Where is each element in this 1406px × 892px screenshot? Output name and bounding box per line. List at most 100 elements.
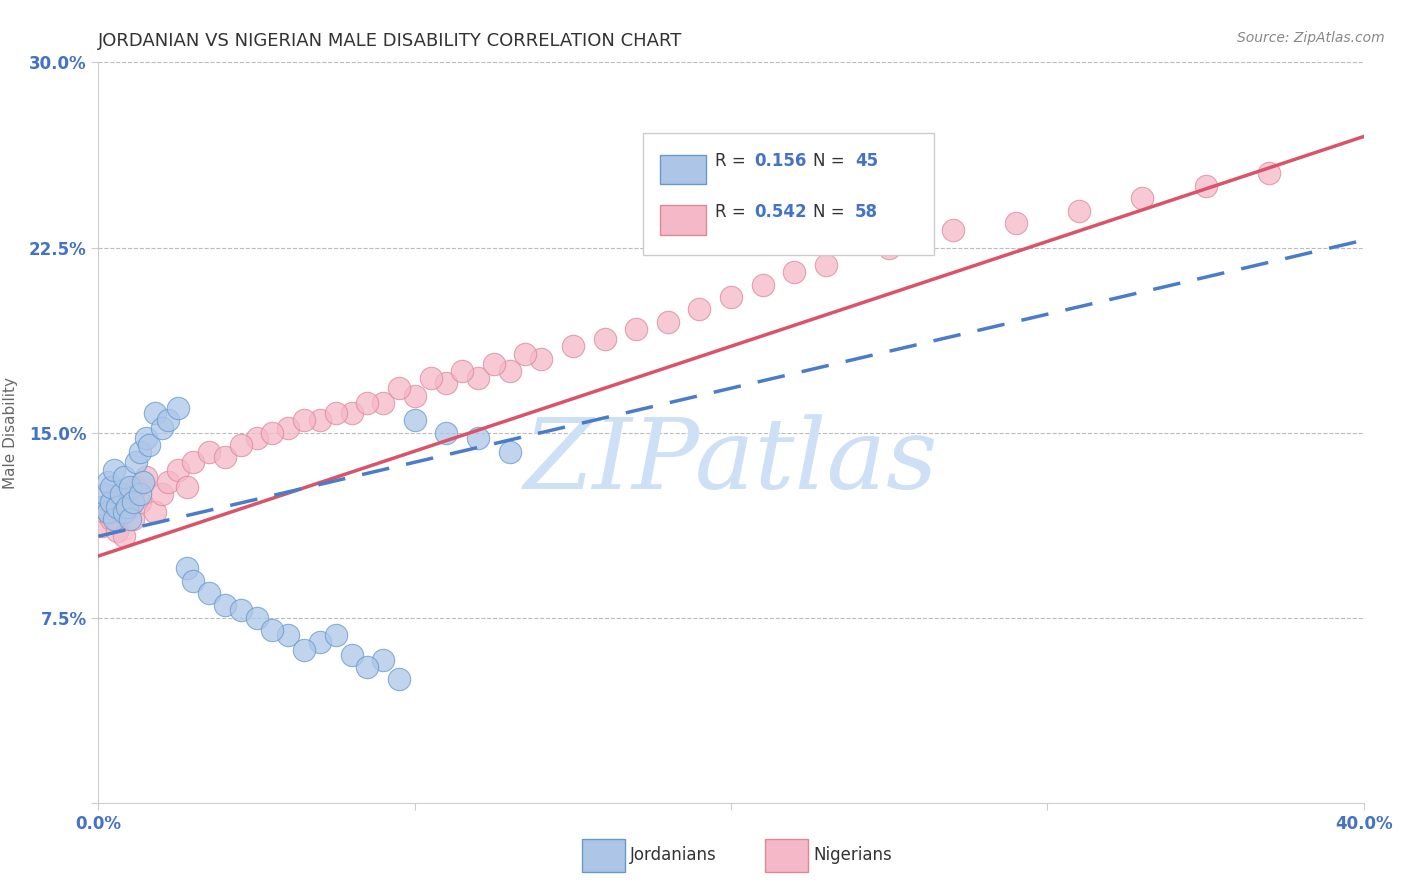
Point xyxy=(128,494,150,508)
Point xyxy=(112,529,135,543)
Text: Source: ZipAtlas.com: Source: ZipAtlas.com xyxy=(1237,31,1385,45)
Point xyxy=(229,603,252,617)
Point xyxy=(657,314,679,328)
Point xyxy=(436,376,458,391)
Y-axis label: Male Disability: Male Disability xyxy=(3,376,18,489)
Point xyxy=(482,357,505,371)
Point xyxy=(145,406,166,420)
Point xyxy=(877,240,900,255)
Point xyxy=(100,480,122,494)
Point xyxy=(214,450,236,465)
Point xyxy=(229,438,252,452)
Text: JORDANIAN VS NIGERIAN MALE DISABILITY CORRELATION CHART: JORDANIAN VS NIGERIAN MALE DISABILITY CO… xyxy=(98,32,683,50)
Point xyxy=(262,425,284,440)
Point xyxy=(128,445,150,459)
Point xyxy=(125,480,148,494)
Point xyxy=(309,413,332,427)
Point xyxy=(325,406,347,420)
Point xyxy=(198,586,221,600)
Point xyxy=(277,628,299,642)
Point xyxy=(1257,166,1279,180)
Point xyxy=(371,653,394,667)
Point xyxy=(107,524,129,539)
Point xyxy=(467,371,489,385)
Point xyxy=(246,610,269,624)
Point xyxy=(115,487,138,501)
Point xyxy=(688,302,710,317)
Point xyxy=(132,475,155,489)
Point xyxy=(1194,178,1216,193)
Point xyxy=(388,381,411,395)
Point xyxy=(97,500,120,514)
Point xyxy=(292,642,315,657)
Point xyxy=(122,512,145,526)
Point xyxy=(110,505,132,519)
Point xyxy=(783,265,806,279)
Point xyxy=(515,346,537,360)
Point xyxy=(1130,191,1153,205)
Point xyxy=(624,322,647,336)
Point xyxy=(262,623,284,637)
Point xyxy=(309,635,332,649)
Point xyxy=(120,500,141,514)
Point xyxy=(325,628,347,642)
Point xyxy=(100,494,122,508)
FancyBboxPatch shape xyxy=(661,205,706,235)
Text: N =: N = xyxy=(813,153,851,170)
Text: Jordanians: Jordanians xyxy=(630,847,717,864)
Point xyxy=(120,480,141,494)
Point xyxy=(100,512,122,526)
Point xyxy=(467,431,489,445)
Point xyxy=(419,371,441,385)
Point xyxy=(183,574,205,588)
Point xyxy=(340,648,363,662)
Point xyxy=(90,500,112,514)
Point xyxy=(166,462,188,476)
Point xyxy=(122,494,145,508)
Point xyxy=(176,561,198,575)
Point xyxy=(214,599,236,613)
Point xyxy=(436,425,458,440)
Point xyxy=(198,445,221,459)
Point xyxy=(135,431,157,445)
Point xyxy=(356,660,378,674)
Text: ZIPatlas: ZIPatlas xyxy=(524,415,938,510)
Point xyxy=(145,505,166,519)
Point xyxy=(356,396,378,410)
Text: N =: N = xyxy=(813,202,851,220)
Point xyxy=(110,487,132,501)
Point xyxy=(277,420,299,434)
Point xyxy=(1067,203,1090,218)
Text: R =: R = xyxy=(714,153,751,170)
Text: 0.542: 0.542 xyxy=(754,202,807,220)
Point xyxy=(751,277,773,292)
Point xyxy=(107,500,129,514)
Point xyxy=(103,462,125,476)
Point xyxy=(138,438,160,452)
FancyBboxPatch shape xyxy=(765,839,808,871)
Point xyxy=(340,406,363,420)
FancyBboxPatch shape xyxy=(643,133,934,255)
Point xyxy=(371,396,394,410)
Point xyxy=(166,401,188,415)
Point xyxy=(135,470,157,484)
Point xyxy=(404,388,426,402)
Point xyxy=(150,487,173,501)
Point xyxy=(561,339,585,353)
Point xyxy=(246,431,269,445)
Point xyxy=(93,505,117,519)
Point xyxy=(115,500,138,514)
Point xyxy=(292,413,315,427)
Point xyxy=(451,364,474,378)
Text: Nigerians: Nigerians xyxy=(813,847,893,864)
Point xyxy=(128,487,150,501)
Text: 0.156: 0.156 xyxy=(754,153,806,170)
Point xyxy=(112,505,135,519)
Text: R =: R = xyxy=(714,202,751,220)
Point xyxy=(498,364,520,378)
Point xyxy=(103,494,125,508)
Point xyxy=(530,351,553,366)
Point xyxy=(183,455,205,469)
FancyBboxPatch shape xyxy=(582,839,624,871)
Point xyxy=(125,455,148,469)
